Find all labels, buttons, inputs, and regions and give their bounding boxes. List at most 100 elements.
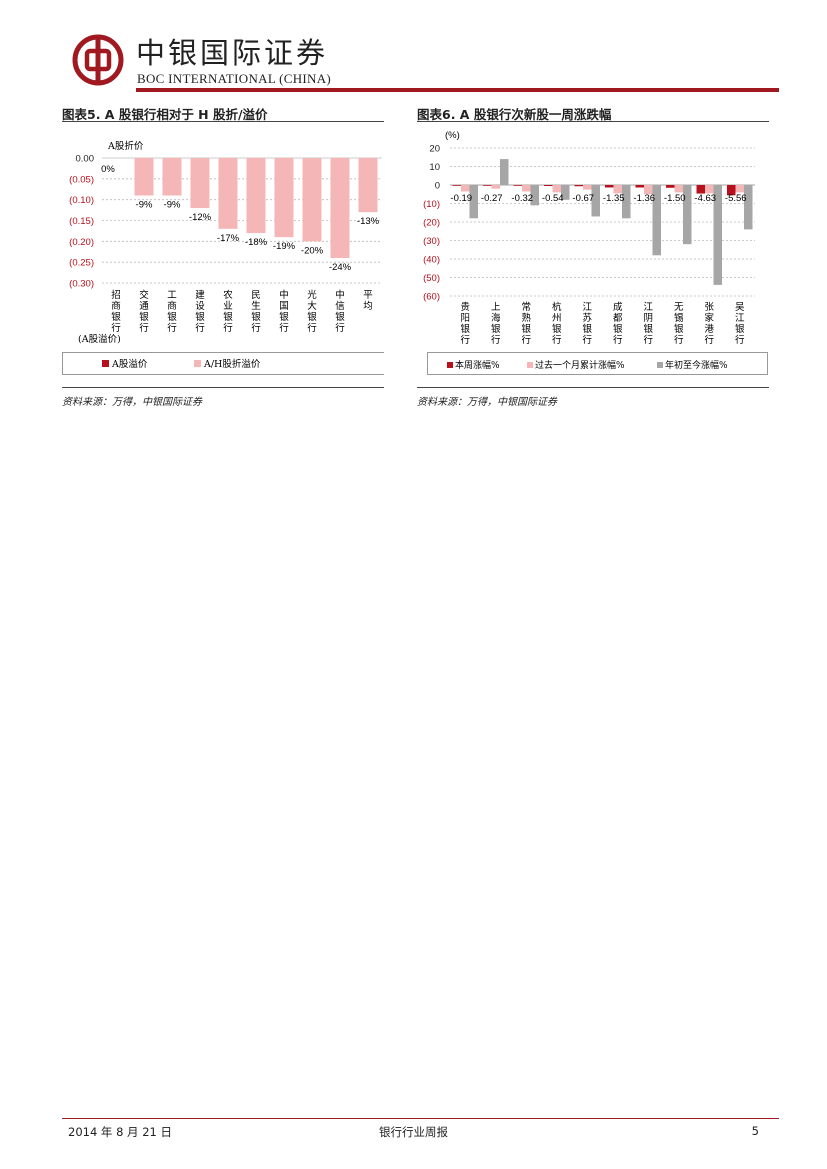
chart2-bar-series-1 (552, 185, 561, 193)
chart1-bar (302, 158, 322, 242)
chart1-bar (274, 158, 294, 238)
chart2-category-label: 无锡银行 (674, 302, 684, 346)
chart2-bar-series-0 (513, 185, 522, 186)
figure-6-title: 图表6. A 股银行次新股一周涨跌幅 (417, 107, 612, 122)
chart1-bar (358, 158, 378, 213)
chart1-bar (218, 158, 238, 229)
chart1-category-label: 交通银行 (139, 289, 149, 334)
chart2-bar-series-0 (666, 185, 675, 188)
figure-5-chart: A股折价 0.00 (0.05) (0.10) (0.15) (0.20) (0.25) (… (62, 140, 384, 375)
chart2-bar-series-0 (727, 185, 736, 196)
chart1-category-label: 招商银行 (111, 289, 121, 334)
chart1-bar (330, 158, 350, 258)
chart2-category-label: 成都银行 (613, 301, 623, 346)
footer-date: 2014 年 8 月 21 日 (68, 1125, 172, 1139)
chart2-category-label: 张家港行 (704, 302, 714, 346)
chart1-legend-box (62, 352, 384, 375)
chart2-data-label: -1.50 (664, 193, 686, 204)
chart2-bar-series-1 (705, 185, 714, 194)
footer-page-number: 5 (751, 1124, 759, 1138)
chart2-bar-series-1 (491, 185, 500, 189)
chart2-data-label: -0.54 (542, 193, 564, 204)
chart2-category-label: 江阴银行 (643, 302, 653, 346)
chart1-data-label: -20% (301, 245, 324, 256)
chart2-bar-series-2 (469, 185, 478, 219)
figure-5-bottom-rule (62, 387, 384, 388)
chart2-data-label: -0.19 (450, 193, 472, 204)
chart1-category-label: 光大银行 (307, 289, 317, 334)
figure-6-bottom-rule (417, 387, 769, 388)
chart2-legend-swatch-0 (447, 362, 453, 368)
chart2-bar-series-0 (452, 185, 461, 186)
chart1-ytick-label: (0.20) (69, 237, 94, 248)
chart1-category-label: 建设银行 (195, 289, 205, 334)
chart1-bar (162, 158, 182, 196)
chart2-bar-series-2 (622, 185, 631, 219)
chart2-data-label: -4.63 (694, 193, 716, 204)
chart1-ytick-label: 0.00 (76, 154, 95, 165)
chart2-legend-swatch-1 (527, 362, 533, 368)
chart1-data-label: 0% (101, 164, 115, 175)
chart2-bar-series-1 (461, 185, 470, 192)
chart2-legend-label-2: 年初至今涨幅% (665, 359, 728, 371)
chart2-data-label: -0.27 (481, 193, 503, 204)
chart2-data-label: -5.56 (725, 193, 747, 204)
chart2-bar-series-2 (591, 185, 600, 217)
chart1-legend-swatch-1 (194, 360, 201, 367)
chart2-bar-series-0 (574, 185, 583, 187)
chart1-data-label: -12% (189, 212, 212, 223)
chart2-ytick-label: 10 (429, 162, 440, 173)
figure-6-source: 资料来源：万得，中银国际证券 (417, 397, 557, 408)
chart2-category-label: 吴江银行 (735, 302, 745, 346)
chart2-bar-series-0 (483, 185, 492, 186)
chart2-bar-series-2 (713, 185, 722, 285)
chart1-ytick-label: (0.30) (69, 279, 94, 290)
chart2-ytick-label: (20) (423, 218, 440, 229)
chart1-category-label: 农业银行 (223, 289, 233, 334)
chart1-ytick-label: (0.15) (69, 216, 94, 227)
chart2-data-label: -0.67 (572, 193, 594, 204)
chart2-bar-series-0 (696, 185, 705, 194)
figure-5-source: 资料来源：万得，中银国际证券 (62, 397, 202, 408)
chart1-legend-swatch-0 (102, 360, 109, 367)
chart1-bar (134, 158, 154, 196)
chart2-ylabel: (%) (445, 130, 460, 141)
brand-name-en: BOC INTERNATIONAL (CHINA) (137, 71, 332, 86)
chart1-bar (246, 158, 266, 233)
chart2-data-label: -0.32 (511, 193, 533, 204)
brand-name-cn: 中银国际证券 (136, 36, 329, 70)
chart1-category-label: 民生银行 (251, 290, 261, 334)
chart1-data-label: -9% (164, 200, 181, 211)
chart1-category-label: 中国银行 (279, 289, 289, 334)
chart2-bar-series-0 (544, 185, 553, 186)
chart1-category-label: 工商银行 (167, 290, 177, 334)
chart2-category-label: 常熟银行 (521, 301, 531, 346)
chart2-legend-box (427, 352, 768, 375)
chart1-category-label: 中信银行 (335, 289, 345, 334)
chart1-data-label: -9% (136, 200, 153, 211)
chart2-ytick-label: (30) (423, 236, 440, 247)
chart2-category-label: 上海银行 (491, 302, 501, 346)
chart2-bar-series-0 (605, 185, 614, 188)
chart1-bar (190, 158, 210, 208)
chart2-data-label: -1.36 (633, 193, 655, 204)
chart2-ytick-label: (60) (423, 292, 440, 303)
chart2-bar-series-2 (530, 185, 539, 206)
footer-rule (62, 1118, 779, 1119)
figure-5-title: 图表5. A 股银行相对于 H 股折/溢价 (62, 107, 268, 122)
chart2-bar-series-2 (744, 185, 753, 230)
chart2-data-label: -1.35 (603, 193, 625, 204)
chart2-bar-series-1 (674, 185, 683, 193)
chart1-legend-label-0: A股溢价 (111, 358, 148, 370)
chart2-category-label: 贵阳银行 (460, 301, 470, 346)
figure-5-top-rule (62, 121, 384, 122)
chart1-ylabel-top: A股折价 (107, 140, 144, 152)
header-rule (136, 88, 779, 92)
chart1-category-label: 平均 (363, 290, 373, 312)
chart1-legend-label-1: A/H股折溢价 (203, 358, 261, 370)
chart1-ylabel-bottom: (A股溢价) (78, 333, 121, 345)
chart2-bar-series-2 (683, 185, 692, 245)
chart2-bar-series-1 (735, 185, 744, 193)
chart1-ytick-label: (0.25) (69, 258, 94, 269)
